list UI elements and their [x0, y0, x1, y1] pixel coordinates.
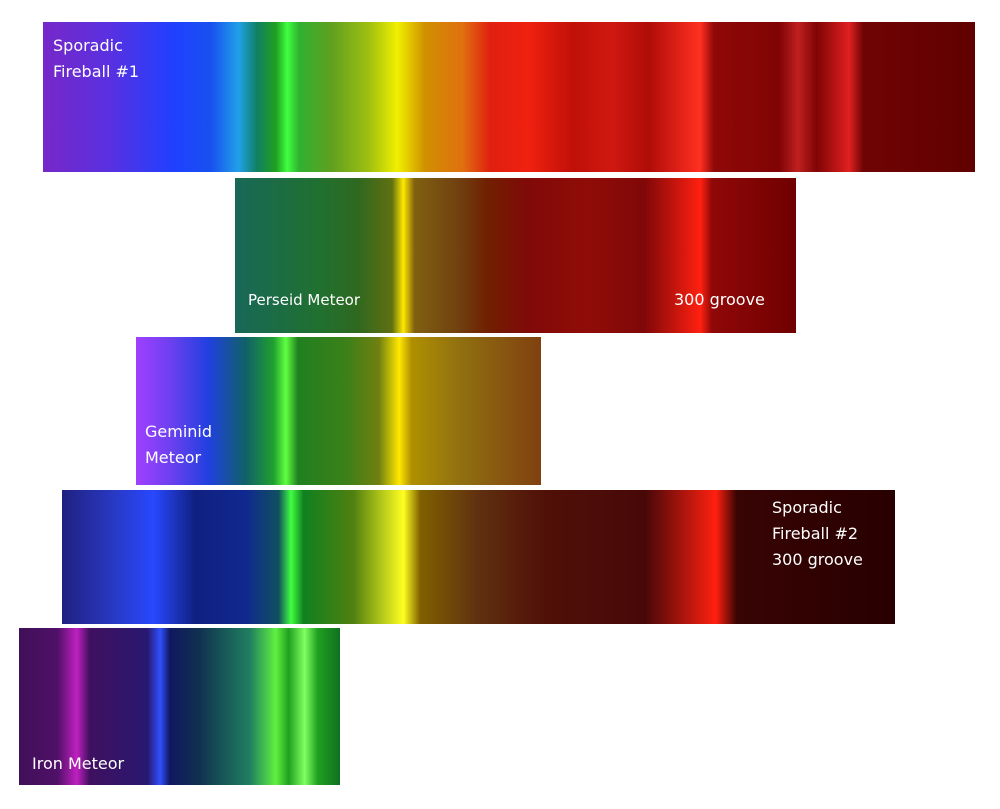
label: Geminid [145, 422, 213, 441]
spectrum-strip: Sporadic Fireball #1 [43, 22, 975, 172]
spectrum-strip: Geminid Meteor [136, 337, 541, 485]
label: 300 groove [674, 290, 765, 309]
label: Sporadic [772, 498, 842, 517]
spectrum-strip: Perseid Meteor 300 groove [235, 178, 796, 333]
label: Fireball #1 [53, 62, 140, 81]
label: Sporadic [53, 36, 123, 55]
label: Iron Meteor [32, 754, 125, 773]
spectrum-strip: Sporadic Fireball #2 300 groove [62, 490, 895, 624]
label: 300 groove [772, 550, 863, 569]
label: Meteor [145, 448, 202, 467]
label: Perseid Meteor [248, 291, 361, 309]
label: Fireball #2 [772, 524, 859, 543]
spectrum-strip: Iron Meteor [19, 628, 340, 785]
